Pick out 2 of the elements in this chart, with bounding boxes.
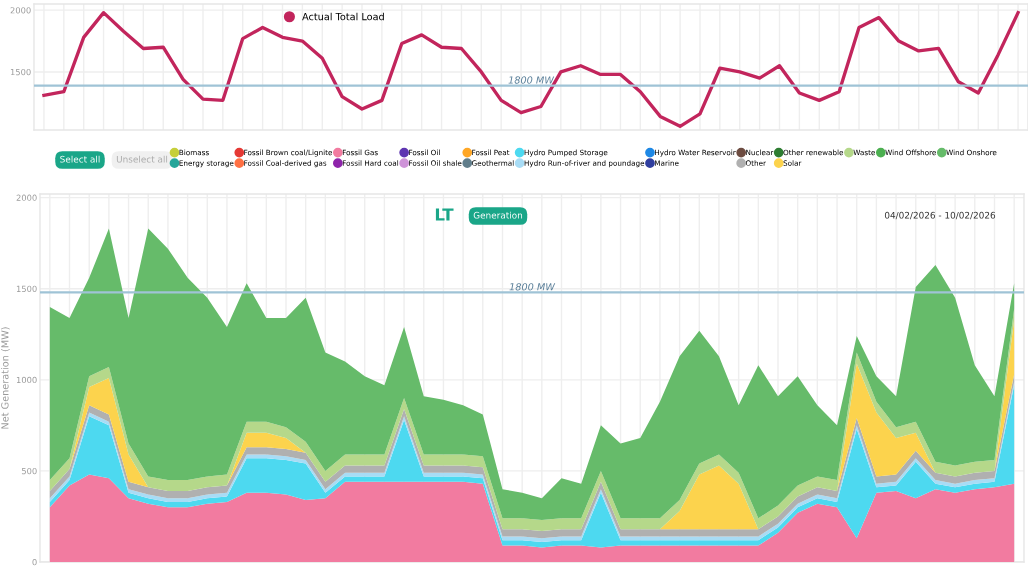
annotation: LT xyxy=(435,208,454,221)
line-series xyxy=(42,10,1020,128)
